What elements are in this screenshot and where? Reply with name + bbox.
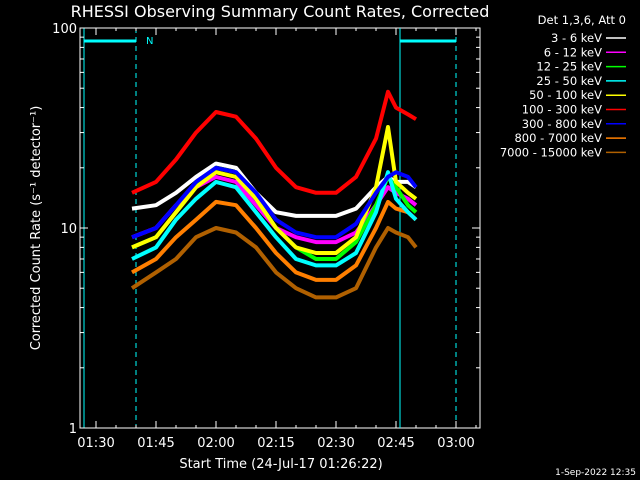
series-layer <box>83 28 457 428</box>
x-axis-label: Start Time (24-Jul-17 01:26:22) <box>179 457 382 472</box>
y-axis-label: Corrected Count Rate (s⁻¹ detector⁻¹) <box>29 106 44 351</box>
x-tick-label: 01:30 <box>77 436 114 451</box>
series-line-7000-15000-kev <box>130 226 418 300</box>
legend-entry-label: 25 - 50 keV <box>536 74 602 88</box>
chart-title: RHESSI Observing Summary Count Rates, Co… <box>71 2 490 21</box>
y-tick-label: 10 <box>60 222 77 237</box>
night-marker-label: N <box>146 36 153 47</box>
x-tick-label: 03:00 <box>437 436 474 451</box>
x-tick-label: 02:30 <box>317 436 354 451</box>
legend-entry-label: 12 - 25 keV <box>536 60 602 74</box>
series-line-25-50-kev <box>131 170 418 268</box>
legend-entry-label: 6 - 12 keV <box>544 45 602 59</box>
legend-entry-label: 100 - 300 keV <box>522 103 602 117</box>
x-tick-label: 01:45 <box>137 436 174 451</box>
legend-entry-label: 300 - 800 keV <box>522 117 602 131</box>
footer-stamp: 1-Sep-2022 12:35 <box>555 468 636 478</box>
y-tick-label: 100 <box>52 22 77 37</box>
series-line-300-800-kev <box>131 165 418 240</box>
y-axis: 1 10 100 <box>52 22 480 437</box>
legend-entry-label: 50 - 100 keV <box>529 88 602 102</box>
legend-entry-label: 3 - 6 keV <box>551 31 602 45</box>
legend-entry-label: 7000 - 15000 keV <box>500 145 602 159</box>
x-tick-label: 02:00 <box>197 436 234 451</box>
y-tick-label: 1 <box>69 422 77 437</box>
series-line-100-300-kev <box>131 89 418 195</box>
series-line-50-100-kev <box>131 125 418 255</box>
legend-title: Det 1,3,6, Att 0 <box>538 13 626 27</box>
series-line-800-7000-kev <box>131 199 418 282</box>
x-tick-label: 02:15 <box>257 436 294 451</box>
legend-entry-label: 800 - 7000 keV <box>514 131 602 145</box>
x-tick-label: 02:45 <box>377 436 414 451</box>
x-axis: 01:30 01:45 02:00 02:15 02:30 02:45 03:00 <box>77 28 477 451</box>
